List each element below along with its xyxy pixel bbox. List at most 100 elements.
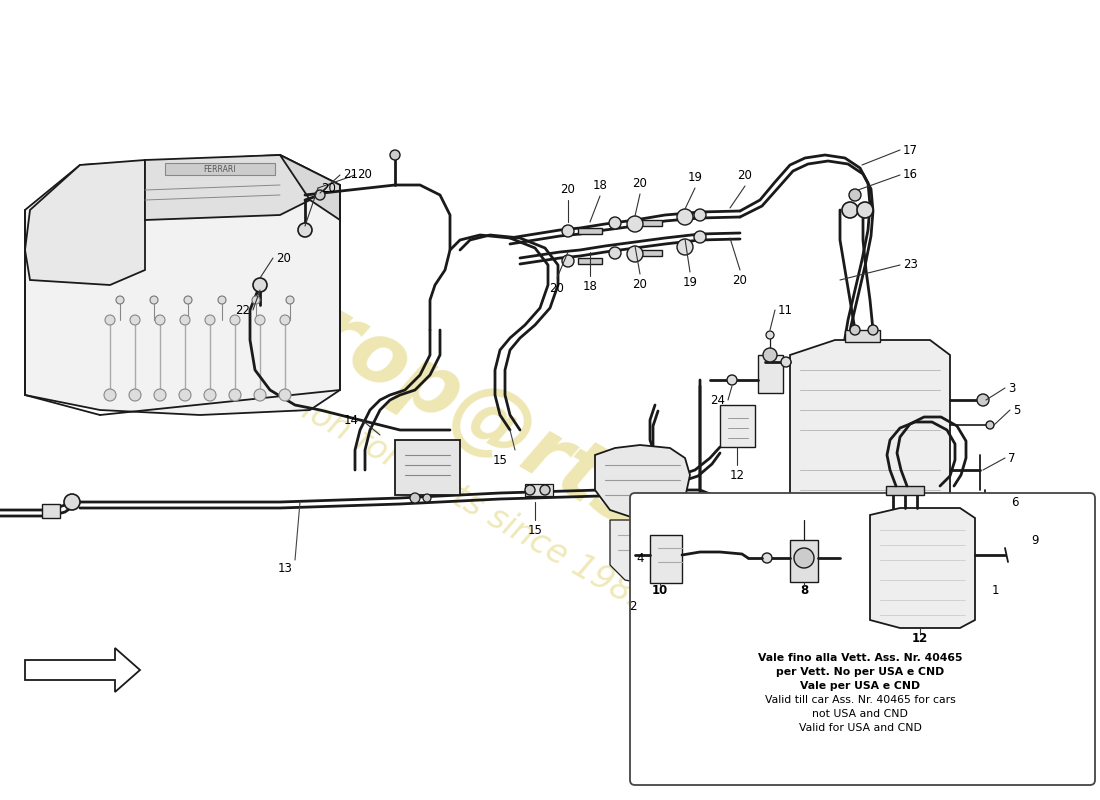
- Circle shape: [727, 375, 737, 385]
- FancyBboxPatch shape: [630, 493, 1094, 785]
- Polygon shape: [790, 340, 950, 575]
- Circle shape: [229, 389, 241, 401]
- Text: 13: 13: [277, 562, 293, 574]
- Circle shape: [184, 296, 192, 304]
- Polygon shape: [280, 155, 340, 220]
- Circle shape: [255, 315, 265, 325]
- Polygon shape: [870, 508, 975, 628]
- Circle shape: [104, 389, 116, 401]
- Text: 15: 15: [528, 524, 542, 537]
- Bar: [650, 535, 682, 583]
- Text: not USA and CND: not USA and CND: [812, 709, 907, 719]
- Circle shape: [676, 209, 693, 225]
- Text: 2: 2: [629, 599, 637, 613]
- Circle shape: [525, 485, 535, 495]
- Text: Vale fino alla Vett. Ass. Nr. 40465: Vale fino alla Vett. Ass. Nr. 40465: [758, 653, 962, 663]
- Text: 20: 20: [276, 251, 290, 265]
- Text: 20: 20: [321, 182, 336, 194]
- Circle shape: [280, 315, 290, 325]
- Text: 17: 17: [903, 143, 918, 157]
- Circle shape: [150, 296, 158, 304]
- Text: a passion for parts since 1985: a passion for parts since 1985: [204, 340, 657, 620]
- Text: 22: 22: [235, 303, 250, 317]
- Text: Valid till car Ass. Nr. 40465 for cars: Valid till car Ass. Nr. 40465 for cars: [764, 695, 956, 705]
- Circle shape: [762, 553, 772, 563]
- Text: 1: 1: [992, 583, 1000, 597]
- Text: 18: 18: [583, 280, 597, 293]
- Text: 20: 20: [358, 169, 372, 182]
- Circle shape: [627, 216, 644, 232]
- Circle shape: [794, 548, 814, 568]
- Polygon shape: [145, 155, 310, 220]
- Polygon shape: [638, 220, 662, 226]
- Text: 20: 20: [561, 183, 575, 196]
- Circle shape: [694, 209, 706, 221]
- Bar: [395, 440, 460, 495]
- Circle shape: [609, 217, 622, 229]
- Bar: [165, 163, 275, 175]
- Text: 20: 20: [550, 282, 564, 295]
- Text: 12: 12: [912, 631, 928, 645]
- Circle shape: [179, 389, 191, 401]
- Circle shape: [410, 493, 420, 503]
- Text: 20: 20: [733, 274, 747, 287]
- Circle shape: [763, 348, 777, 362]
- Circle shape: [781, 357, 791, 367]
- Polygon shape: [25, 155, 340, 415]
- Text: 15: 15: [493, 454, 507, 466]
- Circle shape: [315, 190, 324, 200]
- Polygon shape: [610, 520, 680, 585]
- Circle shape: [977, 394, 989, 406]
- Circle shape: [424, 494, 431, 502]
- Text: 8: 8: [800, 583, 808, 597]
- Circle shape: [218, 296, 226, 304]
- Text: Vale per USA e CND: Vale per USA e CND: [800, 681, 920, 691]
- Polygon shape: [638, 250, 662, 256]
- Circle shape: [129, 389, 141, 401]
- Bar: [845, 330, 880, 342]
- Text: 9: 9: [1031, 534, 1038, 546]
- Text: 19: 19: [682, 276, 697, 289]
- Circle shape: [609, 247, 622, 259]
- Circle shape: [230, 315, 240, 325]
- Text: 23: 23: [903, 258, 917, 271]
- Text: 6: 6: [1011, 495, 1019, 509]
- Circle shape: [857, 202, 873, 218]
- Circle shape: [562, 225, 574, 237]
- Circle shape: [298, 223, 312, 237]
- Text: per Vett. No per USA e CND: per Vett. No per USA e CND: [776, 667, 944, 677]
- Circle shape: [562, 255, 574, 267]
- Circle shape: [849, 189, 861, 201]
- Text: 12: 12: [729, 469, 745, 482]
- Circle shape: [540, 485, 550, 495]
- Bar: [720, 405, 755, 447]
- Text: 20: 20: [738, 169, 752, 182]
- Text: 18: 18: [593, 179, 607, 192]
- Circle shape: [64, 494, 80, 510]
- Circle shape: [204, 389, 216, 401]
- Bar: [758, 355, 783, 393]
- Text: 3: 3: [1008, 382, 1015, 394]
- Polygon shape: [25, 648, 140, 692]
- Circle shape: [180, 315, 190, 325]
- Circle shape: [627, 246, 644, 262]
- Polygon shape: [25, 160, 145, 285]
- Bar: [886, 486, 924, 495]
- Text: 16: 16: [903, 169, 918, 182]
- Circle shape: [694, 231, 706, 243]
- Circle shape: [766, 331, 774, 339]
- Text: 19: 19: [688, 171, 703, 184]
- Circle shape: [986, 421, 994, 429]
- Circle shape: [253, 278, 267, 292]
- Text: 10: 10: [652, 583, 668, 597]
- Text: 14: 14: [344, 414, 359, 426]
- Text: FERRARI: FERRARI: [204, 165, 236, 174]
- Circle shape: [154, 389, 166, 401]
- Circle shape: [254, 389, 266, 401]
- Bar: [525, 484, 553, 496]
- Circle shape: [286, 296, 294, 304]
- Circle shape: [868, 325, 878, 335]
- Text: 5: 5: [1013, 403, 1021, 417]
- Text: 20: 20: [632, 177, 648, 190]
- Circle shape: [850, 325, 860, 335]
